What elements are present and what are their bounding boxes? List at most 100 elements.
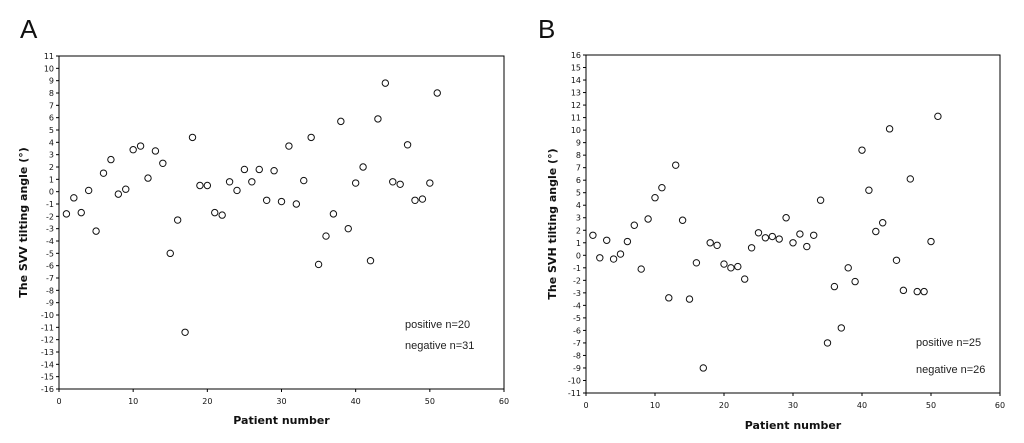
data-point (70, 194, 78, 202)
data-point (322, 232, 330, 240)
data-point (196, 181, 204, 190)
data-point (84, 186, 93, 195)
y-tick-label: -2 (573, 276, 581, 285)
y-tick-label: 15 (571, 64, 581, 73)
y-tick-label: 7 (576, 164, 581, 173)
data-point (844, 264, 852, 272)
y-tick-label: -11 (568, 389, 581, 398)
data-point (329, 210, 338, 218)
data-point (782, 214, 790, 222)
y-tick-label: 11 (44, 52, 54, 61)
annotation-positive: positive n=20 (405, 319, 470, 331)
data-point (651, 194, 659, 202)
y-tick-label: -2 (46, 212, 54, 221)
x-tick-label: 10 (128, 397, 138, 406)
data-point (188, 133, 197, 142)
data-point (307, 133, 315, 142)
data-point (418, 195, 427, 203)
data-point (77, 208, 85, 217)
data-point (277, 197, 286, 206)
data-point (892, 256, 901, 265)
data-point (255, 165, 263, 174)
data-point (374, 115, 382, 123)
data-point (685, 295, 694, 303)
data-point (351, 179, 360, 187)
data-point (173, 216, 182, 224)
y-tick-label: -12 (41, 336, 54, 345)
data-point (727, 264, 735, 272)
data-point (644, 215, 652, 223)
data-point (920, 287, 928, 296)
data-point (396, 180, 404, 188)
data-point (927, 237, 935, 246)
y-tick-label: -9 (573, 364, 581, 373)
y-axis-title: The SVH tilting angle (°) (546, 148, 559, 299)
data-point (713, 241, 721, 249)
data-point (865, 186, 873, 194)
y-tick-label: -4 (573, 301, 581, 310)
y-tick-label: 9 (576, 139, 581, 148)
data-point (218, 211, 226, 219)
x-tick-label: 10 (650, 401, 660, 410)
panel-label-a: A (20, 14, 38, 44)
annotation-negative: negative n=26 (916, 364, 985, 376)
y-tick-label: -6 (573, 326, 581, 335)
data-point (879, 219, 887, 227)
y-tick-label: -15 (41, 373, 54, 382)
data-point (240, 165, 249, 174)
y-tick-label: -16 (41, 385, 54, 394)
data-point (285, 142, 293, 150)
x-tick-label: 60 (995, 401, 1005, 410)
x-tick-label: 20 (202, 397, 212, 406)
data-point (858, 146, 866, 154)
y-tick-label: -4 (46, 237, 54, 246)
data-point (262, 196, 271, 205)
data-point (830, 282, 839, 291)
x-tick-label: 40 (351, 397, 361, 406)
y-tick-label: 2 (576, 226, 581, 235)
data-point (603, 236, 611, 244)
data-point (314, 260, 323, 269)
data-point (366, 257, 375, 265)
y-tick-label: 7 (49, 101, 54, 110)
x-tick-label: 30 (788, 401, 798, 410)
y-axis-title: The SVV tilting angle (°) (17, 147, 30, 298)
y-tick-label: 16 (571, 51, 581, 60)
data-point (720, 260, 728, 268)
data-point (233, 186, 241, 195)
x-tick-label: 50 (425, 397, 435, 406)
data-point (754, 229, 763, 237)
data-point (810, 231, 818, 239)
y-tick-label: -1 (46, 200, 54, 209)
y-tick-label: -5 (46, 249, 54, 258)
data-point (344, 224, 352, 233)
x-tick-label: 60 (499, 397, 509, 406)
data-point (129, 146, 137, 154)
y-tick-label: 4 (576, 201, 581, 210)
data-point (99, 169, 108, 177)
y-tick-label: 12 (571, 101, 581, 110)
data-point (122, 185, 130, 193)
data-point (337, 117, 345, 126)
data-point (609, 255, 618, 263)
data-point (630, 221, 638, 229)
y-tick-label: -7 (46, 274, 54, 283)
annotation-negative: negative n=31 (405, 340, 474, 352)
data-point (747, 244, 756, 252)
x-tick-label: 0 (56, 397, 61, 406)
x-tick-label: 50 (926, 401, 936, 410)
data-point (300, 176, 308, 185)
data-point (166, 249, 174, 258)
y-tick-label: -11 (41, 323, 54, 332)
data-point (114, 190, 123, 198)
data-point (885, 125, 894, 133)
data-point (159, 159, 167, 168)
y-tick-label: 1 (576, 239, 581, 248)
data-point (426, 179, 434, 187)
data-point (789, 239, 797, 247)
y-tick-label: -5 (573, 314, 581, 323)
data-point (665, 294, 673, 302)
data-point (768, 232, 776, 241)
y-tick-label: -7 (573, 339, 581, 348)
